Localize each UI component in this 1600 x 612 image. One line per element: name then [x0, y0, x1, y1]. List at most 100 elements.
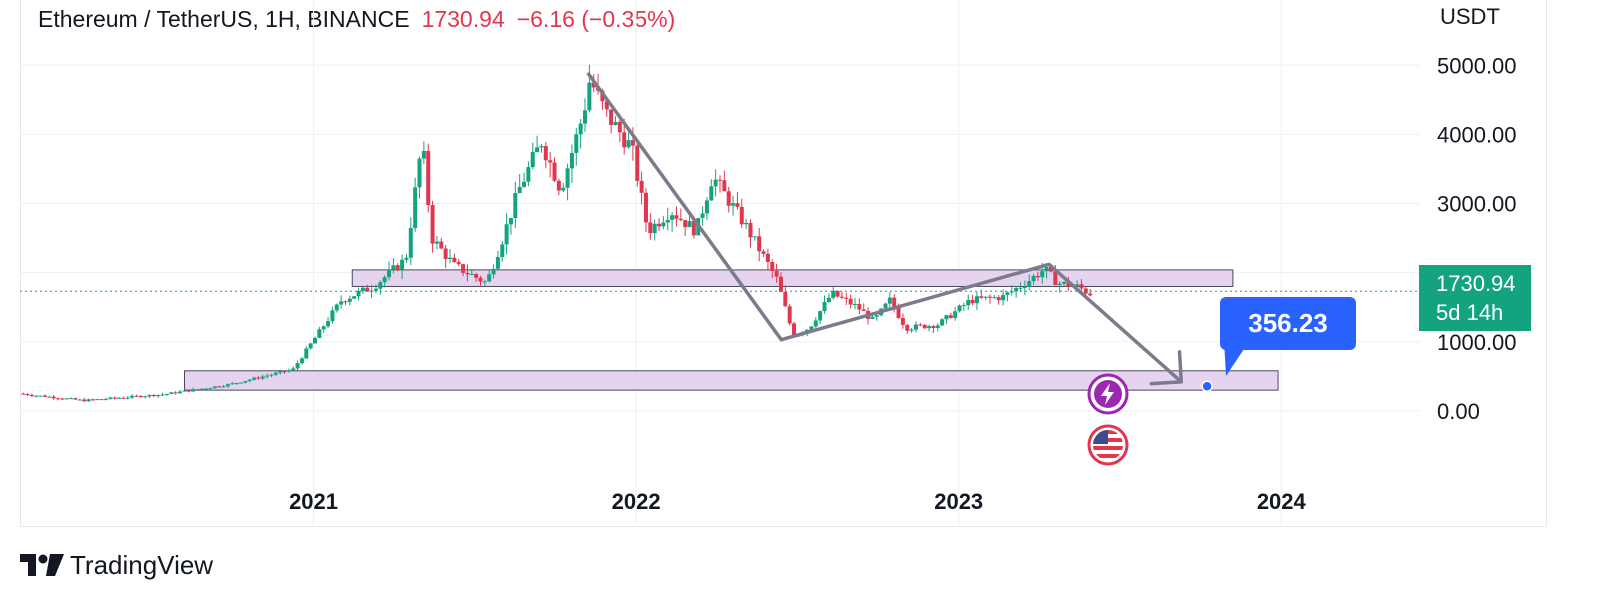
- candle-body: [138, 395, 143, 398]
- candle-body: [326, 321, 331, 327]
- candle-body: [156, 394, 161, 397]
- candle-body: [387, 269, 392, 278]
- candle-body: [822, 301, 827, 312]
- candle-body: [195, 389, 200, 391]
- candle-body: [1057, 283, 1062, 286]
- candle-body: [247, 379, 252, 382]
- candle-body: [948, 315, 953, 318]
- candle-body: [665, 219, 670, 223]
- candle-body: [787, 306, 792, 324]
- candle-body: [857, 303, 862, 310]
- candle-body: [853, 303, 857, 305]
- candle-body: [722, 180, 727, 192]
- support-resistance-zones: [184, 269, 1279, 391]
- candle-body: [639, 180, 644, 193]
- candle-body: [491, 268, 496, 275]
- last-price-value: 1730.94: [421, 6, 505, 32]
- us-flag-event-icon[interactable]: [1086, 423, 1130, 467]
- candle-body: [448, 257, 452, 259]
- candle-body: [731, 203, 736, 206]
- candle-body: [169, 392, 174, 394]
- candle-body: [1001, 294, 1006, 301]
- tradingview-branding[interactable]: TradingView: [20, 548, 213, 582]
- candle-body: [260, 376, 265, 379]
- candle-body: [1062, 281, 1067, 284]
- target-price-callout[interactable]: 356.23: [1220, 297, 1356, 350]
- candle-body: [212, 386, 217, 389]
- candle-body: [1088, 293, 1093, 296]
- candle-body: [504, 224, 509, 245]
- candle-body: [465, 272, 470, 275]
- candle-body: [944, 315, 949, 320]
- candle-body: [774, 270, 779, 277]
- candle-body: [265, 375, 270, 377]
- candle-body: [565, 168, 570, 188]
- candle-body: [739, 206, 744, 225]
- candle-body: [82, 399, 87, 402]
- candle-body: [1035, 275, 1040, 278]
- candle-body: [482, 281, 487, 283]
- candle-body: [334, 304, 339, 311]
- candle-body: [1009, 291, 1014, 293]
- candle-body: [391, 265, 396, 270]
- candle-body: [657, 223, 662, 227]
- candle-body: [583, 110, 587, 124]
- candle-body: [896, 307, 901, 318]
- candle-body: [413, 187, 418, 229]
- candle-body: [112, 397, 117, 399]
- candle-body: [517, 186, 522, 194]
- candle-body: [953, 311, 958, 318]
- candle-body: [360, 287, 365, 291]
- trend-lines: [586, 71, 1213, 393]
- candle-body: [561, 187, 566, 191]
- candle-body: [273, 372, 278, 375]
- chart-frame: [20, 0, 1547, 527]
- x-tick-label: 2022: [612, 489, 661, 514]
- candle-body: [60, 398, 65, 400]
- candle-body: [225, 384, 230, 387]
- candle-body: [121, 397, 126, 399]
- candle-body: [365, 287, 370, 292]
- candle-body: [700, 213, 705, 219]
- candle-body: [443, 248, 448, 259]
- candle-body: [90, 399, 95, 401]
- candle-body: [1053, 271, 1058, 286]
- candle-body: [199, 388, 204, 390]
- candle-body: [308, 343, 313, 349]
- candle-body: [709, 186, 714, 201]
- candle-body: [883, 303, 888, 309]
- candle-body: [313, 337, 317, 344]
- candle-body: [426, 150, 431, 206]
- candle-body: [770, 261, 775, 271]
- candle-body: [909, 329, 914, 331]
- currency-label[interactable]: USDT: [1440, 4, 1500, 29]
- candle-body: [1044, 267, 1049, 272]
- candle-body: [913, 324, 918, 330]
- candle-body: [604, 101, 609, 110]
- candle-body: [735, 203, 740, 207]
- candle-body: [487, 274, 492, 282]
- candle-body: [961, 305, 966, 307]
- candle-body: [1075, 284, 1080, 286]
- candle-body: [809, 326, 814, 330]
- candle-body: [151, 394, 156, 397]
- candle-body: [508, 218, 513, 225]
- symbol-title[interactable]: Ethereum / TetherUS, 1H, BINANCE: [38, 6, 410, 32]
- candle-body: [164, 393, 169, 395]
- lightning-event-icon[interactable]: [1086, 372, 1130, 416]
- candle-body: [34, 395, 39, 397]
- candle-body: [461, 264, 466, 273]
- candle-body: [970, 299, 975, 304]
- candle-body: [674, 215, 679, 219]
- candle-body: [831, 290, 836, 298]
- candle-body: [1005, 292, 1010, 295]
- candle-body: [38, 395, 43, 397]
- candle-body: [173, 392, 178, 394]
- candle-body: [957, 305, 962, 312]
- x-tick-label: 2021: [289, 489, 338, 514]
- candle-body: [304, 348, 309, 359]
- candle-body: [103, 398, 108, 400]
- candle-body: [792, 323, 797, 337]
- price-change-value: −6.16 (−0.35%): [516, 6, 676, 32]
